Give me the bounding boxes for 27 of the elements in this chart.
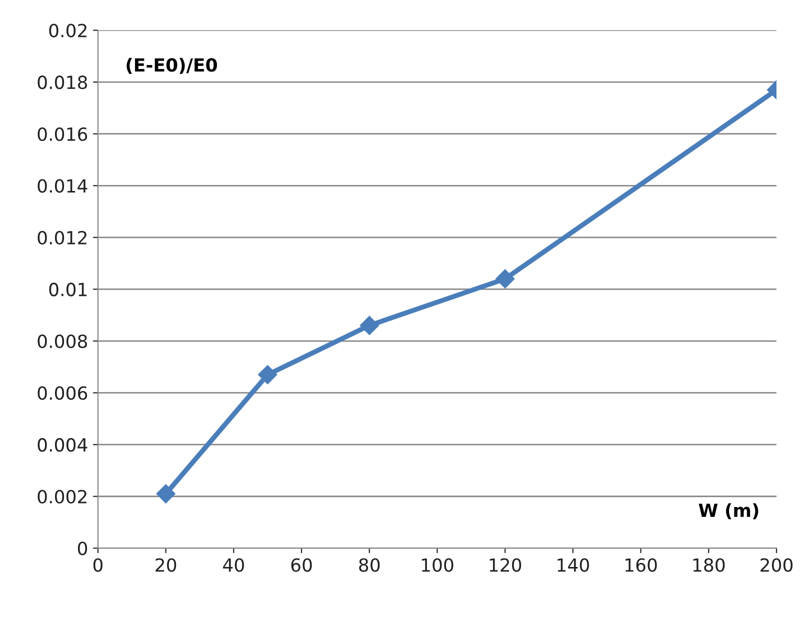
x-tick-label: 100 [422, 558, 454, 572]
y-axis-title: (E-E0)/E0 [126, 58, 217, 74]
y-tick-label: 0.014 [38, 179, 88, 193]
point [360, 316, 379, 336]
x-tick-label: 200 [760, 558, 793, 572]
x-tick-label: 0 [93, 558, 103, 572]
y-tick-label: 0 [78, 542, 88, 556]
x-tick-label: 80 [359, 558, 380, 572]
point [258, 365, 278, 384]
x-tick-label: 160 [626, 558, 657, 572]
y-tick-label: 0.008 [38, 334, 88, 348]
y-tick-label: 0.018 [38, 76, 88, 90]
y-tick-label: 0.002 [38, 490, 86, 504]
point [156, 484, 176, 504]
x-axis-title: W (m) [698, 503, 758, 520]
x-tick-label: 40 [223, 558, 244, 572]
x-tick-label: 20 [156, 558, 176, 572]
x-tick-label: 140 [558, 558, 589, 572]
y-tick-label: 0.006 [38, 386, 88, 400]
y-tick-label: 0.004 [38, 438, 88, 452]
x-tick-label: 60 [291, 558, 312, 572]
y-tick-label: 0.02 [49, 24, 86, 38]
x-tick-label: 180 [693, 558, 725, 572]
y-tick-label: 0.012 [38, 230, 86, 245]
x-tick-label: 120 [490, 558, 522, 572]
y-tick-label: 0.01 [49, 282, 87, 296]
y-tick-label: 0.016 [38, 127, 88, 141]
